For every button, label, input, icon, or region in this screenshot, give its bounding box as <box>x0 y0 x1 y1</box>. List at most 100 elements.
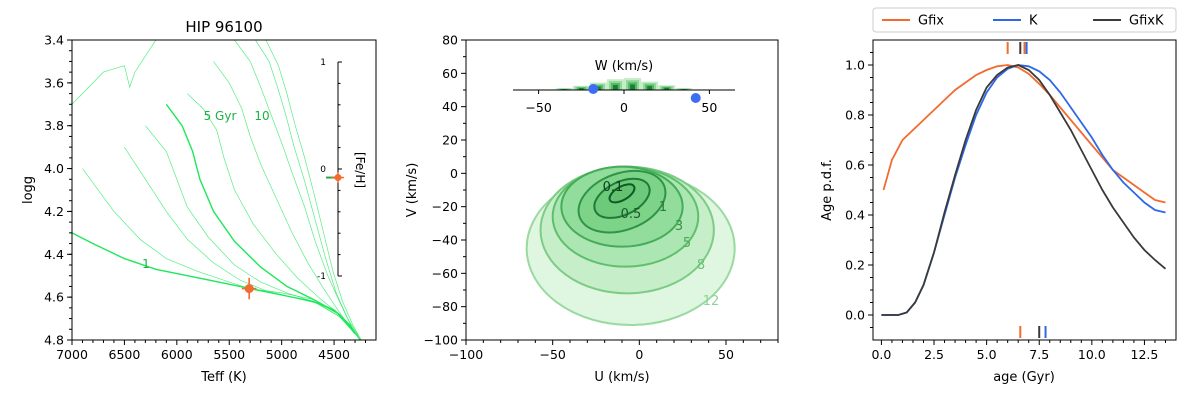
series-gfixk-line <box>881 64 1167 316</box>
w-histogram-bar <box>647 86 653 90</box>
isochrone-line <box>82 168 361 340</box>
contour-label-12: 12 <box>703 294 720 309</box>
x-tick-label: 7.5 <box>1029 347 1049 362</box>
contour-label-1: 1 <box>659 200 667 215</box>
age-pdf-x-label: age (Gyr) <box>993 370 1055 385</box>
w-tick-label: 0 <box>620 100 628 115</box>
w-histogram-bar <box>613 85 618 90</box>
contour-label-0-5: 0.5 <box>621 207 642 222</box>
x-tick-label: 0 <box>635 347 643 362</box>
isochrone-curves <box>72 40 362 340</box>
uvw-x-label: U (km/s) <box>594 370 649 385</box>
x-tick-label: 10.0 <box>1078 347 1106 362</box>
hr-diagram-y-label: logg <box>21 176 36 204</box>
w-inset-title: W (km/s) <box>595 59 653 74</box>
x-tick-label: −50 <box>539 347 565 362</box>
w-tick-label: −50 <box>525 100 551 115</box>
x-tick-label: 5500 <box>213 347 245 362</box>
y-tick-label: 0.6 <box>845 158 865 173</box>
star-point <box>244 284 254 294</box>
y-tick-label: 4.2 <box>44 204 64 219</box>
age-pdf-legend: Gfix K GfixK <box>872 7 1177 33</box>
isochrone-line <box>265 40 362 340</box>
age-pdf-ticks: 0.0 2.5 5.0 7.5 10.0 12.5 0.0 0.2 0.4 0.6 0.8 1.0 <box>845 52 1166 362</box>
isochrone-line <box>213 61 356 334</box>
x-tick-label: 7000 <box>56 347 88 362</box>
feh-inset: [Fe/H] 1 0 -1 <box>317 58 367 282</box>
uvw-y-label: V (km/s) <box>405 163 420 218</box>
feh-tick-label: -1 <box>317 272 326 282</box>
hr-diagram-panel: 7000 6500 6000 5500 5000 4500 3.4 3.6 3.8 4.0 4.2 4… <box>21 18 377 385</box>
feh-axis-label: [Fe/H] <box>353 152 367 188</box>
isochrone-label-1: 1 <box>142 257 150 271</box>
y-tick-label: 0.0 <box>845 308 865 323</box>
hr-diagram-frame <box>71 39 377 341</box>
x-tick-label: 12.5 <box>1131 347 1159 362</box>
w-velocity-inset: W (km/s) −50 0 50 <box>513 59 735 115</box>
isochrone-line <box>187 93 356 334</box>
y-tick-label: 80 <box>442 33 458 48</box>
y-tick-label: 40 <box>442 99 458 114</box>
w-histogram-bar <box>630 84 635 90</box>
contour-level-0-1 <box>608 183 636 204</box>
y-tick-label: 0.2 <box>845 258 865 273</box>
y-tick-label: −80 <box>432 299 458 314</box>
feh-tick-label: 1 <box>320 58 326 68</box>
y-tick-label: 3.4 <box>44 33 64 48</box>
hr-diagram-title: HIP 96100 <box>185 18 262 36</box>
hr-diagram-ticks: 7000 6500 6000 5500 5000 4500 3.4 3.6 3.8 4.0 4.2 4… <box>44 33 367 362</box>
x-tick-label: 4500 <box>318 347 350 362</box>
y-tick-label: −60 <box>432 266 458 281</box>
x-tick-label: 0.0 <box>871 347 891 362</box>
x-tick-label: −100 <box>449 347 483 362</box>
age-markers <box>1006 42 1047 338</box>
y-tick-label: 0 <box>450 166 458 181</box>
series-k-line <box>881 64 1166 316</box>
w-histogram-bar <box>595 86 601 90</box>
isochrone-line <box>124 146 356 334</box>
y-tick-label: 4.6 <box>44 290 64 305</box>
isochrone-line <box>234 40 356 334</box>
isochrone-line <box>165 103 356 335</box>
isochrone-line <box>145 125 356 334</box>
age-pdf-y-label: Age p.d.f. <box>820 159 835 221</box>
isochrone-line <box>72 232 361 340</box>
w-velocity-point <box>588 84 599 94</box>
w-velocity-point <box>690 93 701 103</box>
isochrone-line <box>255 40 359 336</box>
series-gfix-line <box>882 64 1166 204</box>
age-pdf-panel: 0.0 2.5 5.0 7.5 10.0 12.5 0.0 0.2 0.4 0.6 0.8 1.0 a… <box>820 7 1177 385</box>
legend-label-gfixk: GfixK <box>1129 14 1164 29</box>
hr-diagram-x-label: Teff (K) <box>200 370 247 385</box>
isochrone-labels: 5 Gyr 10 1 <box>142 109 269 271</box>
x-tick-label: 2.5 <box>924 347 944 362</box>
feh-tick-label: 0 <box>320 165 326 175</box>
y-tick-label: −20 <box>432 199 458 214</box>
contour-label-0-1: 0.1 <box>603 180 624 195</box>
y-tick-label: −100 <box>424 333 458 348</box>
feh-point <box>334 174 342 182</box>
x-tick-label: 50 <box>718 347 734 362</box>
isochrone-label-10: 10 <box>254 109 269 123</box>
y-tick-label: 0.8 <box>845 108 865 123</box>
age-pdf-curves <box>881 64 1167 316</box>
contour-label-3: 3 <box>675 219 683 234</box>
y-tick-label: 1.0 <box>845 58 865 73</box>
w-tick-label: 50 <box>701 100 717 115</box>
x-tick-label: 6500 <box>109 347 141 362</box>
w-histogram-bar <box>578 88 584 90</box>
y-tick-label: 3.8 <box>44 118 64 133</box>
x-tick-label: 6000 <box>161 347 193 362</box>
y-tick-label: 3.6 <box>44 75 64 90</box>
contour-labels: 0.1 0.5 1 3 5 8 12 <box>603 180 720 309</box>
legend-box <box>872 7 1177 33</box>
x-tick-label: 5.0 <box>977 347 997 362</box>
star-marker <box>241 277 257 300</box>
y-tick-label: 60 <box>442 66 458 81</box>
x-tick-label: 5000 <box>266 347 298 362</box>
y-tick-label: 4.4 <box>44 247 64 262</box>
y-tick-label: 4.8 <box>44 333 64 348</box>
w-histogram-bar <box>664 87 670 90</box>
